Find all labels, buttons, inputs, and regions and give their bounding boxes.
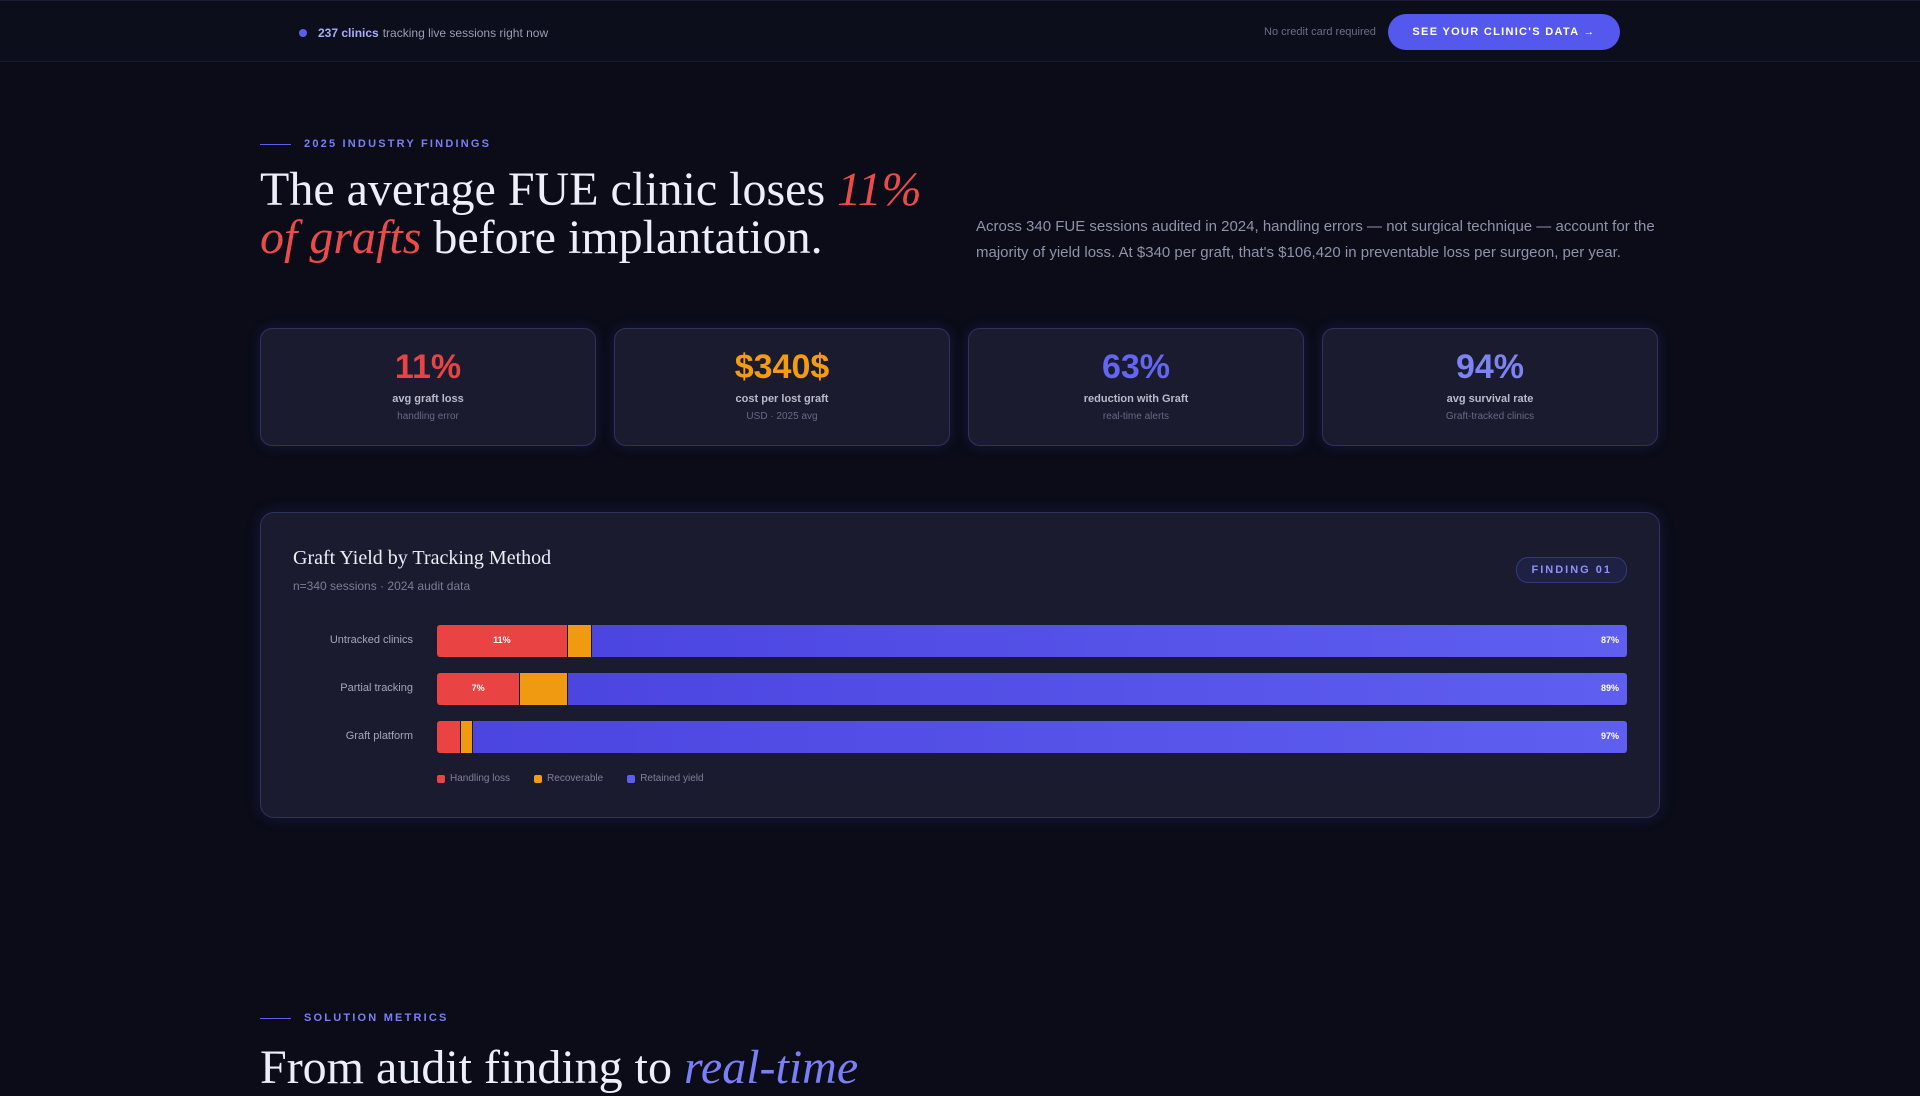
- bar-row: Partial tracking 7% 89%: [261, 673, 1661, 705]
- bar-segment-recoverable: [460, 721, 473, 753]
- solution-headline: From audit finding to real-time: [260, 1040, 858, 1096]
- solution-eyebrow-label: SOLUTION METRICS: [304, 1012, 449, 1024]
- stacked-bar: 7% 89%: [437, 673, 1627, 705]
- stacked-bar: 97%: [437, 721, 1627, 753]
- legend-swatch: [534, 774, 543, 783]
- bar-row: Untracked clinics 11% 87%: [261, 625, 1661, 657]
- solution-headline-highlight: real-time: [683, 1041, 859, 1094]
- stat-card-graft-loss: 11% avg graft loss handling error: [260, 328, 596, 446]
- eyebrow-rule: [260, 1017, 291, 1019]
- bar-segment-recoverable: [520, 673, 568, 705]
- stat-card-survival-rate: 94% avg survival rate Graft-tracked clin…: [1322, 328, 1658, 446]
- chart-subtitle: n=340 sessions · 2024 audit data: [293, 579, 471, 593]
- stat-value: 63%: [1101, 348, 1171, 386]
- findings-headline: The average FUE clinic loses 11% of graf…: [260, 166, 960, 262]
- stat-label: reduction with Graft: [1083, 393, 1189, 405]
- legend-swatch: [437, 774, 445, 783]
- bar-category-label: Untracked clinics: [329, 634, 413, 646]
- graft-yield-chart-panel: Graft Yield by Tracking Method n=340 ses…: [260, 512, 1660, 818]
- chart-legend: Handling loss Recoverable Retained yield: [437, 773, 728, 784]
- stat-sublabel: real-time alerts: [1102, 411, 1170, 422]
- legend-item: Handling loss: [437, 773, 510, 784]
- stat-card-reduction: 63% reduction with Graft real-time alert…: [968, 328, 1304, 446]
- stacked-bar: 11% 87%: [437, 625, 1627, 657]
- bar-value-label: 97%: [1600, 731, 1619, 741]
- bar-segment-handling-loss: [437, 721, 461, 753]
- findings-eyebrow: 2025 INDUSTRY FINDINGS: [260, 138, 491, 150]
- bar-segment-handling-loss: 7%: [437, 673, 521, 705]
- live-sessions-indicator: 237 clinics tracking live sessions right…: [299, 26, 548, 40]
- stat-value: 11%: [394, 348, 462, 386]
- headline-lead: The average FUE clinic loses: [260, 163, 838, 216]
- legend-label: Retained yield: [640, 773, 704, 784]
- bar-value-label: 89%: [1600, 683, 1619, 693]
- stat-card-cost-per-graft: $340$ cost per lost graft USD · 2025 avg: [614, 328, 950, 446]
- live-dot-icon: [299, 29, 307, 37]
- solution-headline-lead: From audit finding to: [260, 1041, 684, 1094]
- announcement-bar: 237 clinics tracking live sessions right…: [0, 0, 1920, 62]
- chart-title: Graft Yield by Tracking Method: [293, 547, 552, 569]
- legend-item: Retained yield: [627, 773, 704, 784]
- legend-label: Recoverable: [547, 773, 604, 784]
- bar-row: Graft platform 97%: [261, 721, 1661, 753]
- finding-badge: FINDING 01: [1516, 557, 1627, 583]
- see-clinic-data-button[interactable]: SEE YOUR CLINIC'S DATA →: [1388, 14, 1620, 50]
- live-clinic-count: 237 clinics: [318, 26, 379, 40]
- bar-segment-retained-yield: 87%: [591, 625, 1627, 657]
- legend-item: Recoverable: [534, 773, 603, 784]
- stat-label: avg survival rate: [1446, 393, 1534, 405]
- bar-segment-recoverable: [567, 625, 592, 657]
- findings-lede: Across 340 FUE sessions audited in 2024,…: [976, 218, 1655, 261]
- no-credit-card-note: No credit card required: [1264, 26, 1376, 38]
- stat-value: $340$: [734, 348, 830, 386]
- bar-value-label: 7%: [471, 683, 485, 693]
- bar-segment-handling-loss: 11%: [437, 625, 568, 657]
- stat-sublabel: handling error: [397, 411, 459, 422]
- bar-value-label: 87%: [1600, 635, 1619, 645]
- bar-value-label: 11%: [493, 635, 511, 645]
- bar-segment-retained-yield: 97%: [472, 721, 1627, 753]
- solution-eyebrow: SOLUTION METRICS: [260, 1012, 449, 1024]
- stat-label: avg graft loss: [392, 393, 464, 405]
- stat-label: cost per lost graft: [735, 393, 829, 405]
- stat-sublabel: USD · 2025 avg: [746, 411, 818, 422]
- findings-eyebrow-label: 2025 INDUSTRY FINDINGS: [304, 138, 492, 150]
- legend-swatch: [627, 774, 636, 783]
- headline-highlight: 11% of grafts: [260, 163, 922, 264]
- live-sessions-text: tracking live sessions right now: [382, 26, 549, 40]
- legend-label: Handling loss: [450, 773, 511, 784]
- stat-sublabel: Graft-tracked clinics: [1445, 411, 1535, 422]
- stat-value: 94%: [1455, 348, 1525, 386]
- bar-category-label: Graft platform: [345, 730, 413, 742]
- eyebrow-rule: [260, 143, 291, 145]
- headline-tail: before implantation.: [421, 211, 823, 264]
- bar-segment-retained-yield: 89%: [567, 673, 1627, 705]
- bar-category-label: Partial tracking: [340, 682, 413, 694]
